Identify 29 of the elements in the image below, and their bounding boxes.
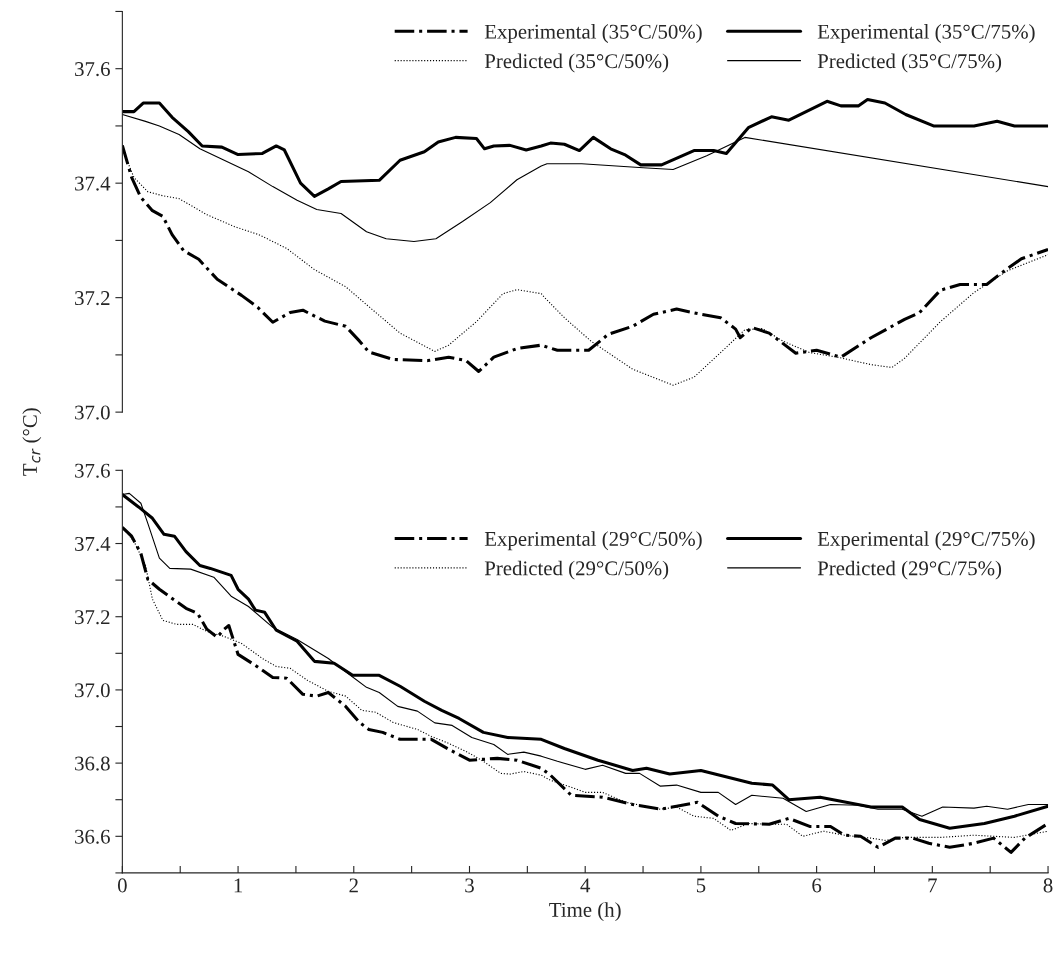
x-tick-label: 7 xyxy=(928,878,937,893)
legend-label: Predicted (29°C/50%) xyxy=(484,560,669,580)
y-tick-label: 37.6 xyxy=(75,463,110,478)
x-tick-label: 1 xyxy=(234,878,243,893)
x-axis-title: Time (h) xyxy=(549,902,621,922)
y-tick-label: 37.0 xyxy=(75,683,110,698)
y-tick-label: 37.2 xyxy=(75,610,110,625)
x-tick-label: 6 xyxy=(812,878,822,893)
y-tick-label: 37.6 xyxy=(75,62,110,77)
legend-label: Predicted (35°C/50%) xyxy=(484,53,669,73)
legend-label: Experimental (35°C/75%) xyxy=(817,24,1035,43)
x-tick-label: 2 xyxy=(349,878,358,893)
legend-label: Experimental (29°C/50%) xyxy=(484,531,702,551)
y-axis-title: T$_{cr}$ (°C) xyxy=(22,408,42,476)
y-tick-label: 36.6 xyxy=(75,829,110,844)
x-tick-label: 3 xyxy=(465,878,474,893)
y-tick-label: 37.0 xyxy=(75,405,110,420)
x-tick-label: 4 xyxy=(580,878,591,893)
y-tick-label: 36.8 xyxy=(75,756,110,771)
y-tick-label: 37.2 xyxy=(75,291,110,306)
legend-label: Experimental (35°C/50%) xyxy=(484,24,702,43)
legend-label: Predicted (29°C/75%) xyxy=(817,560,1002,580)
x-tick-label: 8 xyxy=(1043,878,1053,893)
legend-label: Experimental (29°C/75%) xyxy=(817,531,1035,551)
x-tick-label: 0 xyxy=(117,878,127,893)
y-tick-label: 37.4 xyxy=(75,176,111,191)
legend-label: Predicted (35°C/75%) xyxy=(817,53,1002,73)
x-tick-label: 5 xyxy=(696,878,706,893)
y-tick-label: 37.4 xyxy=(75,536,111,552)
